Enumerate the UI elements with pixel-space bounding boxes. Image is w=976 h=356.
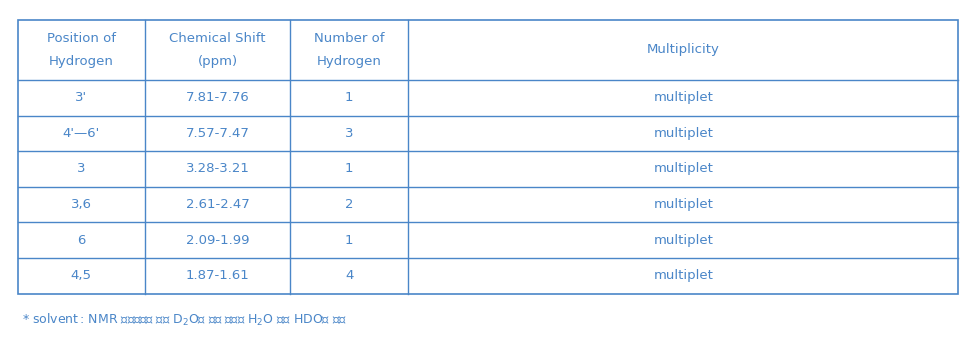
Text: 3': 3' — [75, 91, 87, 104]
Text: Hydrogen: Hydrogen — [49, 54, 113, 68]
Text: 3,6: 3,6 — [70, 198, 92, 211]
Text: 2.09-1.99: 2.09-1.99 — [185, 234, 249, 247]
Text: * solvent$\,$: NMR 측정용으로 쓰인 D$_2$O에 미량 혼재된 H$_2$O 혹은 HDO의 피크: * solvent$\,$: NMR 측정용으로 쓰인 D$_2$O에 미량 혼… — [22, 312, 347, 329]
Text: Hydrogen: Hydrogen — [317, 54, 382, 68]
Text: Number of: Number of — [314, 32, 385, 45]
Text: 4,5: 4,5 — [70, 269, 92, 282]
Text: Position of: Position of — [47, 32, 115, 45]
Text: 1: 1 — [345, 162, 353, 176]
Text: 2.61-2.47: 2.61-2.47 — [185, 198, 250, 211]
Text: 1.87-1.61: 1.87-1.61 — [185, 269, 250, 282]
Text: multiplet: multiplet — [653, 91, 713, 104]
Text: 7.57-7.47: 7.57-7.47 — [185, 127, 250, 140]
Text: 3: 3 — [77, 162, 85, 176]
Text: multiplet: multiplet — [653, 162, 713, 176]
Text: Multiplicity: Multiplicity — [647, 43, 719, 56]
Text: 1: 1 — [345, 234, 353, 247]
Text: multiplet: multiplet — [653, 234, 713, 247]
Text: multiplet: multiplet — [653, 127, 713, 140]
Text: 4'—6': 4'—6' — [62, 127, 100, 140]
Text: Chemical Shift: Chemical Shift — [169, 32, 265, 45]
Text: 1: 1 — [345, 91, 353, 104]
Text: 6: 6 — [77, 234, 85, 247]
Text: 3.28-3.21: 3.28-3.21 — [185, 162, 250, 176]
Text: 4: 4 — [346, 269, 353, 282]
Text: 2: 2 — [345, 198, 353, 211]
Bar — [18, 20, 958, 294]
Text: multiplet: multiplet — [653, 269, 713, 282]
Text: 7.81-7.76: 7.81-7.76 — [185, 91, 250, 104]
Text: (ppm): (ppm) — [197, 54, 237, 68]
Text: 3: 3 — [345, 127, 353, 140]
Text: multiplet: multiplet — [653, 198, 713, 211]
